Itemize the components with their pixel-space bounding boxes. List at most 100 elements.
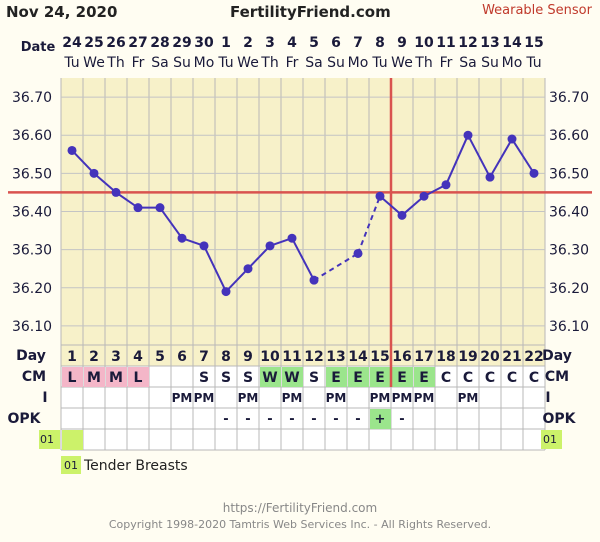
footer-url[interactable]: https://FertilityFriend.com xyxy=(222,501,378,515)
cm-value: E xyxy=(397,370,407,386)
temperature-point xyxy=(111,187,121,197)
temperature-line-segment xyxy=(291,237,315,281)
temperature-line-segment xyxy=(225,268,249,293)
cm-cell xyxy=(260,367,281,387)
opk-value: - xyxy=(355,412,360,427)
temperature-line-segment xyxy=(71,149,95,175)
temperature-line-segment xyxy=(511,138,535,174)
date-label: 7 xyxy=(353,35,363,51)
temperature-point xyxy=(177,233,187,243)
weekday-label: Th xyxy=(106,55,124,71)
date-label: 11 xyxy=(436,35,455,51)
date-label: 15 xyxy=(524,35,543,51)
cycle-day-label: 17 xyxy=(414,349,433,365)
temperature-point xyxy=(133,203,143,213)
temperature-point xyxy=(529,168,539,178)
date-label: 8 xyxy=(375,35,385,51)
weekday-label: Mo xyxy=(502,55,523,71)
weekday-label: We xyxy=(237,55,259,71)
date-label: 10 xyxy=(414,35,434,51)
temperature-point xyxy=(199,241,209,251)
cycle-day-label: 5 xyxy=(155,349,165,365)
y-tick-label-left: 36.50 xyxy=(12,166,52,182)
legend-note-text: Tender Breasts xyxy=(83,458,188,474)
date-label: 4 xyxy=(287,35,297,51)
cycle-day-label: 15 xyxy=(370,349,389,365)
opk-value: + xyxy=(375,412,386,427)
y-tick-label-left: 36.20 xyxy=(12,281,52,297)
footer-copyright: Copyright 1998-2020 Tamtris Web Services… xyxy=(108,518,492,531)
y-tick-label-right: 36.20 xyxy=(549,281,589,297)
note-cell xyxy=(62,430,83,450)
temperature-line-segment xyxy=(379,195,403,217)
cycle-day-label: 1 xyxy=(67,349,77,365)
cm-value: W xyxy=(284,370,299,386)
cm-value: C xyxy=(529,370,539,386)
weekday-label: Su xyxy=(173,55,191,71)
cycle-day-label: 21 xyxy=(502,349,521,365)
temperature-point xyxy=(375,191,385,201)
y-tick-label-left: 36.60 xyxy=(12,128,52,144)
intercourse-value: PM xyxy=(326,391,347,405)
temperature-line-segment xyxy=(489,138,513,178)
temperature-line-segment xyxy=(159,207,183,239)
y-tick-label-left: 36.70 xyxy=(12,90,52,106)
weekday-label: Th xyxy=(414,55,432,71)
day-row-label: Day xyxy=(16,348,46,364)
cm-value: M xyxy=(87,370,101,386)
cycle-day-label: 11 xyxy=(282,349,301,365)
opk-row-label: OPK xyxy=(7,411,41,427)
date-label: 12 xyxy=(458,35,477,51)
cm-value: L xyxy=(68,370,77,386)
cycle-day-label: 6 xyxy=(177,349,187,365)
date-label: 24 xyxy=(62,35,82,51)
chart-date: Nov 24, 2020 xyxy=(6,3,118,21)
cm-value: S xyxy=(199,370,209,386)
opk-row-label-right: OPK xyxy=(542,411,576,427)
temperature-point xyxy=(265,241,275,251)
cm-value: M xyxy=(109,370,123,386)
cm-cell xyxy=(106,367,127,387)
cm-row-label: CM xyxy=(22,369,46,385)
date-label: 26 xyxy=(106,35,125,51)
cm-value: S xyxy=(221,370,231,386)
day-row-label-right: Day xyxy=(542,348,572,364)
temperature-line-segment xyxy=(203,245,227,293)
opk-positive-cell xyxy=(370,409,391,429)
date-label: 29 xyxy=(172,35,191,51)
y-tick-label-right: 36.60 xyxy=(549,128,589,144)
cm-value: C xyxy=(507,370,517,386)
date-label: 9 xyxy=(397,35,407,51)
cm-value: E xyxy=(353,370,363,386)
temperature-line-segment xyxy=(93,172,117,194)
temperature-point xyxy=(353,248,363,258)
intercourse-value: PM xyxy=(194,391,215,405)
temperature-point xyxy=(419,191,429,201)
opk-value: - xyxy=(399,412,404,427)
date-label: 6 xyxy=(331,35,341,51)
legend-note-marker xyxy=(61,456,81,474)
temperature-point xyxy=(67,145,77,155)
weekday-label: Sa xyxy=(459,55,476,71)
cm-value: E xyxy=(419,370,429,386)
weekday-label: We xyxy=(391,55,413,71)
y-tick-label-right: 36.70 xyxy=(549,90,589,106)
temperature-point xyxy=(155,203,165,213)
temperature-point xyxy=(287,233,297,243)
weekday-label: Sa xyxy=(305,55,322,71)
weekday-label: Mo xyxy=(348,55,369,71)
cm-cell xyxy=(392,367,413,387)
temperature-point xyxy=(485,172,495,182)
brand-title[interactable]: FertilityFriend.com xyxy=(230,3,391,21)
temperature-line-segment xyxy=(247,245,271,270)
weekday-label: Sa xyxy=(151,55,168,71)
cycle-day-label: 4 xyxy=(133,349,143,365)
date-label: 5 xyxy=(309,35,319,51)
intercourse-value: PM xyxy=(238,391,259,405)
cycle-day-label: 19 xyxy=(458,349,477,365)
opk-value: - xyxy=(245,412,250,427)
cycle-day-label: 16 xyxy=(392,349,411,365)
date-row-label: Date xyxy=(21,40,56,55)
cm-cell xyxy=(326,367,347,387)
cm-cell xyxy=(414,367,435,387)
